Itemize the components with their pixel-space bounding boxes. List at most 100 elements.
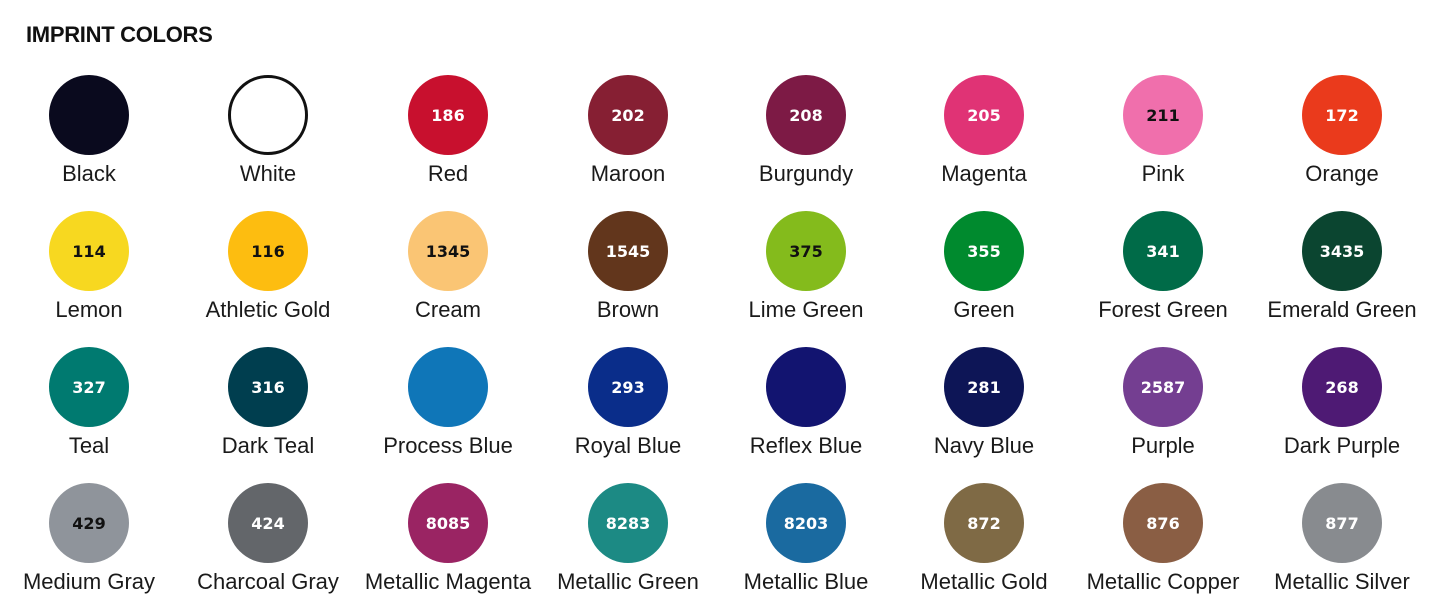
color-name: Athletic Gold — [205, 297, 331, 322]
color-circle: 316 — [228, 347, 308, 427]
color-circle: 172 — [1302, 75, 1382, 155]
color-name: Metallic Gold — [920, 569, 1048, 594]
page-title: IMPRINT COLORS — [26, 22, 213, 47]
color-swatch: 268 Dark Purple — [1252, 347, 1432, 459]
color-circle: 208 — [766, 75, 846, 155]
color-circle: 3435 — [1302, 211, 1382, 291]
pms-code: 316 — [251, 377, 285, 397]
color-swatch: 281 Navy Blue — [894, 347, 1074, 459]
pms-code: 327 — [72, 377, 106, 397]
color-name: Brown — [596, 297, 660, 322]
color-circle: 293 — [588, 347, 668, 427]
color-circle: 876 — [1123, 483, 1203, 563]
color-swatch: 293 Royal Blue — [538, 347, 718, 459]
color-name: Burgundy — [758, 161, 854, 186]
color-name: Emerald Green — [1267, 297, 1417, 322]
color-circle: 114 — [49, 211, 129, 291]
color-name: Red — [427, 161, 469, 186]
color-name: Dark Teal — [221, 433, 315, 458]
color-name: Royal Blue — [574, 433, 682, 458]
color-circle: 424 — [228, 483, 308, 563]
color-name: Dark Purple — [1283, 433, 1401, 458]
color-circle: 202 — [588, 75, 668, 155]
color-name: Metallic Blue — [743, 569, 869, 594]
color-circle: 877 — [1302, 483, 1382, 563]
pms-code: 429 — [72, 513, 106, 533]
color-name: Lime Green — [748, 297, 864, 322]
pms-code: 355 — [967, 241, 1001, 261]
color-swatch: 172 Orange — [1252, 75, 1432, 187]
color-circle: 355 — [944, 211, 1024, 291]
pms-code: 293 — [611, 377, 645, 397]
color-swatch: 2587 Purple — [1073, 347, 1253, 459]
color-swatch: 8203 Metallic Blue — [716, 483, 896, 595]
pms-code: 205 — [967, 105, 1001, 125]
color-name: Purple — [1131, 433, 1195, 458]
color-name: Metallic Magenta — [364, 569, 532, 594]
color-name: Orange — [1305, 161, 1379, 186]
color-circle: 872 — [944, 483, 1024, 563]
color-name: Green — [953, 297, 1015, 322]
color-circle — [766, 347, 846, 427]
color-circle — [228, 75, 308, 155]
color-name: Forest Green — [1098, 297, 1228, 322]
color-name: Metallic Green — [557, 569, 699, 594]
pms-code: 8203 — [783, 513, 829, 533]
color-swatch: 1545 Brown — [538, 211, 718, 323]
pms-code: 424 — [251, 513, 285, 533]
color-swatch: Reflex Blue — [716, 347, 896, 459]
color-swatch: 355 Green — [894, 211, 1074, 323]
color-swatch: 341 Forest Green — [1073, 211, 1253, 323]
color-circle: 8283 — [588, 483, 668, 563]
color-circle: 205 — [944, 75, 1024, 155]
color-name: Metallic Copper — [1086, 569, 1240, 594]
color-name: Metallic Silver — [1274, 569, 1410, 594]
color-circle: 429 — [49, 483, 129, 563]
color-swatch: Black — [0, 75, 179, 187]
color-circle: 2587 — [1123, 347, 1203, 427]
color-swatch: 202 Maroon — [538, 75, 718, 187]
color-circle: 1545 — [588, 211, 668, 291]
pms-code: 8085 — [425, 513, 471, 533]
pms-code: 1345 — [425, 241, 471, 261]
color-circle: 211 — [1123, 75, 1203, 155]
pms-code: 341 — [1146, 241, 1180, 261]
color-swatch: 876 Metallic Copper — [1073, 483, 1253, 595]
pms-code: 872 — [967, 513, 1001, 533]
color-swatch: 208 Burgundy — [716, 75, 896, 187]
pms-code: 3435 — [1319, 241, 1365, 261]
color-swatch: 186 Red — [358, 75, 538, 187]
color-swatch: 116 Athletic Gold — [178, 211, 358, 323]
color-circle: 116 — [228, 211, 308, 291]
color-name: Medium Gray — [22, 569, 156, 594]
color-swatch: 3435 Emerald Green — [1252, 211, 1432, 323]
pms-code: 2587 — [1140, 377, 1186, 397]
color-name: Process Blue — [383, 433, 513, 458]
color-circle: 186 — [408, 75, 488, 155]
color-swatch: 872 Metallic Gold — [894, 483, 1074, 595]
color-swatch: 424 Charcoal Gray — [178, 483, 358, 595]
color-circle: 268 — [1302, 347, 1382, 427]
color-swatch: 375 Lime Green — [716, 211, 896, 323]
color-swatch: 211 Pink — [1073, 75, 1253, 187]
color-name: Pink — [1141, 161, 1185, 186]
color-circle: 281 — [944, 347, 1024, 427]
pms-code: 202 — [611, 105, 645, 125]
color-swatch: 114 Lemon — [0, 211, 179, 323]
color-swatch: 877 Metallic Silver — [1252, 483, 1432, 595]
color-swatch: White — [178, 75, 358, 187]
color-circle: 327 — [49, 347, 129, 427]
pms-code: 114 — [72, 241, 106, 261]
color-swatch: 429 Medium Gray — [0, 483, 179, 595]
pms-code: 876 — [1146, 513, 1180, 533]
color-swatch: 8283 Metallic Green — [538, 483, 718, 595]
color-name: Black — [62, 161, 116, 186]
color-swatch: 205 Magenta — [894, 75, 1074, 187]
color-name: Teal — [68, 433, 110, 458]
color-name: Navy Blue — [933, 433, 1035, 458]
pms-code: 268 — [1325, 377, 1359, 397]
color-name: White — [239, 161, 297, 186]
pms-code: 281 — [967, 377, 1001, 397]
pms-code: 375 — [789, 241, 823, 261]
color-swatch: 8085 Metallic Magenta — [358, 483, 538, 595]
